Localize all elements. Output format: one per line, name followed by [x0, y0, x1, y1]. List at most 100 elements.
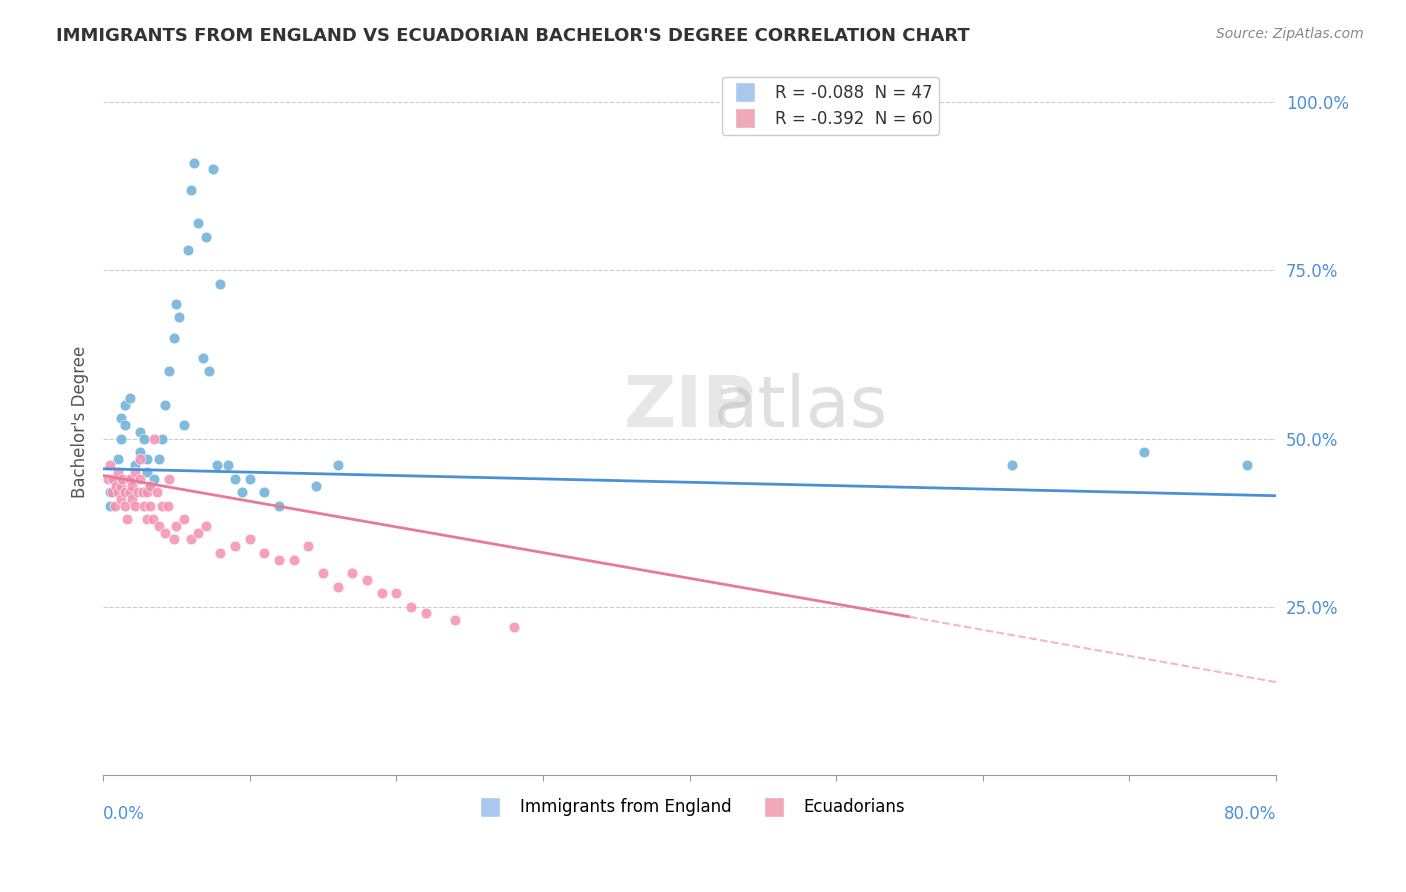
- Point: [139, 478, 162, 492]
- Point: [127, 485, 149, 500]
- Point: [100, 485, 122, 500]
- Point: [96, 472, 118, 486]
- Point: [267, 499, 290, 513]
- Point: [132, 485, 155, 500]
- Point: [177, 243, 200, 257]
- Point: [100, 458, 122, 473]
- Point: [139, 499, 162, 513]
- Point: [385, 586, 408, 600]
- Point: [121, 478, 143, 492]
- Point: [231, 485, 253, 500]
- Point: [180, 183, 202, 197]
- Point: [370, 586, 392, 600]
- Point: [148, 519, 170, 533]
- Point: [105, 478, 128, 492]
- Point: [128, 451, 150, 466]
- Point: [136, 485, 159, 500]
- Point: [165, 519, 187, 533]
- Point: [224, 472, 246, 486]
- Point: [103, 472, 125, 486]
- Point: [253, 485, 276, 500]
- Point: [312, 566, 335, 580]
- Point: [173, 418, 195, 433]
- Point: [114, 418, 136, 433]
- Point: [207, 458, 229, 473]
- Point: [104, 472, 127, 486]
- Text: 0.0%: 0.0%: [103, 805, 145, 823]
- Point: [153, 398, 176, 412]
- Point: [128, 472, 150, 486]
- Point: [239, 533, 262, 547]
- Text: IMMIGRANTS FROM ENGLAND VS ECUADORIAN BACHELOR'S DEGREE CORRELATION CHART: IMMIGRANTS FROM ENGLAND VS ECUADORIAN BA…: [56, 27, 970, 45]
- Legend: Immigrants from England, Ecuadorians: Immigrants from England, Ecuadorians: [467, 792, 912, 823]
- Point: [118, 485, 141, 500]
- Text: ZIP: ZIP: [623, 373, 756, 442]
- Point: [101, 485, 124, 500]
- Text: 80.0%: 80.0%: [1223, 805, 1277, 823]
- Point: [142, 512, 165, 526]
- Point: [157, 472, 180, 486]
- Point: [224, 539, 246, 553]
- Point: [146, 485, 169, 500]
- Point: [139, 478, 162, 492]
- Point: [502, 620, 524, 634]
- Point: [143, 472, 166, 486]
- Point: [150, 499, 173, 513]
- Point: [183, 155, 205, 169]
- Point: [121, 472, 143, 486]
- Point: [115, 512, 138, 526]
- Point: [253, 546, 276, 560]
- Point: [128, 445, 150, 459]
- Point: [150, 432, 173, 446]
- Point: [1236, 458, 1258, 473]
- Point: [118, 472, 141, 486]
- Point: [399, 599, 422, 614]
- Point: [136, 465, 159, 479]
- Text: Source: ZipAtlas.com: Source: ZipAtlas.com: [1216, 27, 1364, 41]
- Point: [217, 458, 239, 473]
- Point: [187, 216, 209, 230]
- Point: [173, 512, 195, 526]
- Point: [143, 432, 166, 446]
- Point: [111, 472, 134, 486]
- Point: [326, 580, 349, 594]
- Point: [1001, 458, 1024, 473]
- Point: [107, 465, 129, 479]
- Point: [209, 546, 232, 560]
- Point: [104, 499, 127, 513]
- Point: [356, 573, 378, 587]
- Point: [187, 525, 209, 540]
- Point: [197, 364, 219, 378]
- Point: [107, 451, 129, 466]
- Point: [136, 451, 159, 466]
- Point: [134, 499, 156, 513]
- Point: [209, 277, 232, 291]
- Point: [165, 297, 187, 311]
- Point: [283, 552, 305, 566]
- Point: [194, 229, 217, 244]
- Point: [110, 411, 132, 425]
- Point: [267, 552, 290, 566]
- Point: [148, 451, 170, 466]
- Point: [162, 331, 184, 345]
- Point: [194, 519, 217, 533]
- Point: [110, 492, 132, 507]
- Point: [100, 499, 122, 513]
- Point: [169, 310, 191, 325]
- Point: [110, 478, 132, 492]
- Point: [1133, 445, 1156, 459]
- Point: [153, 525, 176, 540]
- Point: [114, 398, 136, 412]
- Y-axis label: Bachelor's Degree: Bachelor's Degree: [72, 345, 89, 498]
- Point: [107, 485, 129, 500]
- Point: [202, 162, 225, 177]
- Point: [342, 566, 364, 580]
- Point: [134, 432, 156, 446]
- Point: [180, 533, 202, 547]
- Text: atlas: atlas: [714, 373, 889, 442]
- Point: [136, 512, 159, 526]
- Point: [326, 458, 349, 473]
- Point: [118, 391, 141, 405]
- Point: [305, 478, 328, 492]
- Point: [121, 492, 143, 507]
